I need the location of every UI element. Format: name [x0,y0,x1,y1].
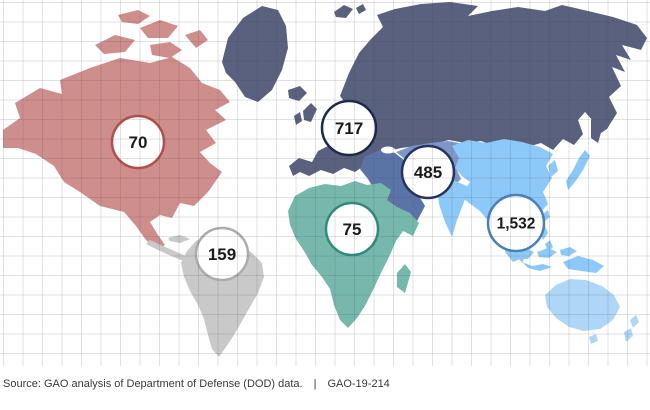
region-greenland-iceland [222,6,307,102]
world-map: 70 717 485 75 1,532 159 [3,2,647,357]
badge-asia-pacific-count: 1,532 [497,216,536,233]
badge-africa-count: 75 [343,220,362,239]
source-divider: | [313,378,317,390]
world-map-figure: 70 717 485 75 1,532 159 [0,0,650,368]
region-europe-russia [289,2,647,176]
badge-middle-east-central-asia-circle [400,144,456,200]
badge-south-america: 159 [194,226,250,282]
badge-north-america-count: 70 [129,133,148,152]
badge-north-america-circle [110,114,166,170]
badge-middle-east-central-asia-count: 485 [414,163,442,182]
badge-middle-east-central-asia: 485 [400,144,456,200]
badge-asia-pacific-circle [486,193,546,253]
source-text: Source: GAO analysis of Department of De… [3,378,303,390]
badge-africa-circle [324,201,380,257]
badge-europe-circle [320,99,378,157]
badge-europe: 717 [320,99,378,157]
badge-south-america-circle [194,226,250,282]
badge-north-america: 70 [110,114,166,170]
region-oceania [545,279,639,344]
badge-south-america-count: 159 [208,245,236,264]
badge-asia-pacific: 1,532 [486,193,546,253]
badge-europe-count: 717 [335,119,363,138]
black-sea [381,146,395,154]
report-number: GAO-19-214 [327,378,390,390]
badge-africa: 75 [324,201,380,257]
source-line: Source: GAO analysis of Department of De… [0,368,650,410]
